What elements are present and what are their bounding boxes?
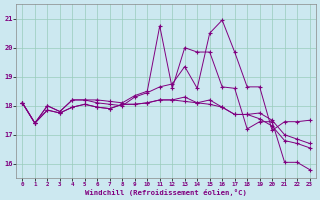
X-axis label: Windchill (Refroidissement éolien,°C): Windchill (Refroidissement éolien,°C)	[85, 189, 247, 196]
